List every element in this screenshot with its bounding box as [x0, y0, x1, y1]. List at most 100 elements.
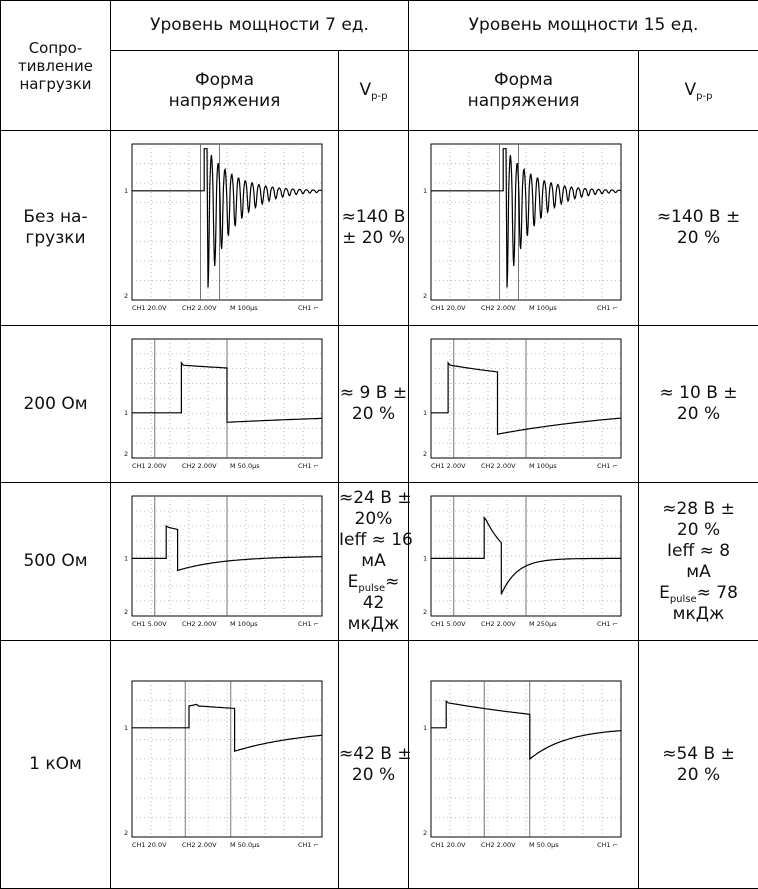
channel-marker: 1	[124, 554, 128, 562]
text-line: ≈24 В ±	[339, 488, 408, 509]
scope-label: CH2 2.00V	[182, 841, 217, 849]
text-line: грузки	[1, 228, 110, 249]
text-line: 20%	[339, 509, 408, 530]
subscript: p-p	[371, 91, 387, 102]
page: Сопро-тивлениенагрузкиУровень мощности 7…	[0, 0, 758, 888]
text-line: 1 кОм	[1, 754, 110, 775]
load-cell: Без на-грузки	[1, 131, 111, 326]
text: 20%	[355, 509, 393, 529]
text-line: 500 Ом	[1, 551, 110, 572]
scope-label: CH1 ⌐	[298, 304, 319, 312]
vpp-cell: ≈140 В ±20 %	[639, 131, 758, 326]
text-line: напряжения	[111, 91, 338, 112]
load-cell: 500 Ом	[1, 483, 111, 641]
text-line: 20 %	[639, 404, 758, 425]
scope-label: CH2 2.00V	[182, 462, 217, 470]
text-line: мкДж	[339, 614, 408, 635]
channel-marker: 1	[423, 408, 427, 416]
vpp-cell: ≈42 В ±20 %	[339, 641, 409, 889]
scope-label: M 100µs	[529, 462, 557, 470]
header-cell: Vp-p	[339, 51, 409, 131]
scope-label: M 100µs	[230, 620, 258, 628]
text: ≈42 В ±	[339, 744, 412, 764]
text-line: 200 Ом	[1, 394, 110, 415]
scope-label: CH2 2.00V	[481, 462, 516, 470]
channel-marker: 2	[124, 608, 128, 616]
text: ≈ 10 В ±	[660, 383, 738, 403]
scope-label: CH1 20.0V	[132, 304, 167, 312]
text: ≈140 В ±	[657, 207, 740, 227]
scope-label: M 50.0µs	[230, 462, 260, 470]
text-line: 20 %	[339, 765, 408, 786]
text: 20 %	[677, 228, 720, 248]
scope-label: CH2 2.00V	[481, 841, 516, 849]
channel-marker: 2	[124, 292, 128, 300]
subscript: p-p	[696, 91, 712, 102]
text: 20 %	[352, 404, 395, 424]
text-line: ≈140 В	[339, 207, 408, 228]
scope-label: CH2 2.00V	[182, 620, 217, 628]
text: мкДж	[348, 614, 400, 634]
vpp-cell: ≈140 В± 20 %	[339, 131, 409, 326]
channel-marker: 1	[124, 723, 128, 731]
text: ± 20 %	[342, 228, 405, 248]
channel-marker: 1	[423, 554, 427, 562]
symbol: V	[685, 80, 697, 100]
text: ≈54 В ±	[662, 744, 735, 764]
channel-marker: 1	[423, 723, 427, 731]
channel-marker: 2	[124, 450, 128, 458]
scope-label: M 250µs	[529, 620, 557, 628]
scope-label: M 100µs	[529, 304, 557, 312]
text-line: 20 %	[639, 228, 758, 249]
header-cell: Vp-p	[639, 51, 758, 131]
text-line: Epulse≈ 78	[639, 583, 758, 604]
results-table: Сопро-тивлениенагрузкиУровень мощности 7…	[0, 0, 758, 889]
symbol: V	[360, 80, 372, 100]
text-line: ≈140 В ±	[639, 207, 758, 228]
text: ≈140 В	[342, 207, 406, 227]
text: 20 %	[352, 765, 395, 785]
scope-label: CH1 20.0V	[132, 841, 167, 849]
table-body: Сопро-тивлениенагрузкиУровень мощности 7…	[1, 1, 758, 889]
vpp-cell: ≈ 10 В ±20 %	[639, 326, 758, 483]
scope-label: M 100µs	[230, 304, 258, 312]
text: ≈28 В ±	[662, 499, 735, 519]
channel-marker: 1	[124, 187, 128, 195]
text-line: 20 %	[339, 404, 408, 425]
scope-label: CH1 ⌐	[597, 462, 618, 470]
symbol: E	[659, 583, 670, 603]
text: ≈ 9 В ±	[340, 383, 407, 403]
channel-marker: 2	[423, 608, 427, 616]
channel-marker: 1	[423, 187, 427, 195]
scope-label: M 50.0µs	[230, 841, 260, 849]
text-line: напряжения	[409, 91, 638, 112]
scope-label: CH1 ⌐	[298, 462, 319, 470]
text: Ieff ≈ 8	[667, 541, 730, 561]
scope-label: CH1 20.0V	[431, 304, 466, 312]
vpp-cell: ≈54 В ±20 %	[639, 641, 758, 889]
header-cell: Уровень мощности 15 ед.	[409, 1, 758, 51]
scope-label: CH1 ⌐	[597, 304, 618, 312]
header-cell: Уровень мощности 7 ед.	[111, 1, 409, 51]
channel-marker: 1	[124, 408, 128, 416]
text-line: Форма	[111, 70, 338, 91]
scope-label: CH1 ⌐	[298, 620, 319, 628]
text-line: ≈54 В ±	[639, 744, 758, 765]
text-line: ≈ 10 В ±	[639, 383, 758, 404]
text-line: нагрузки	[1, 75, 110, 93]
scope-label: CH1 20.0V	[431, 841, 466, 849]
